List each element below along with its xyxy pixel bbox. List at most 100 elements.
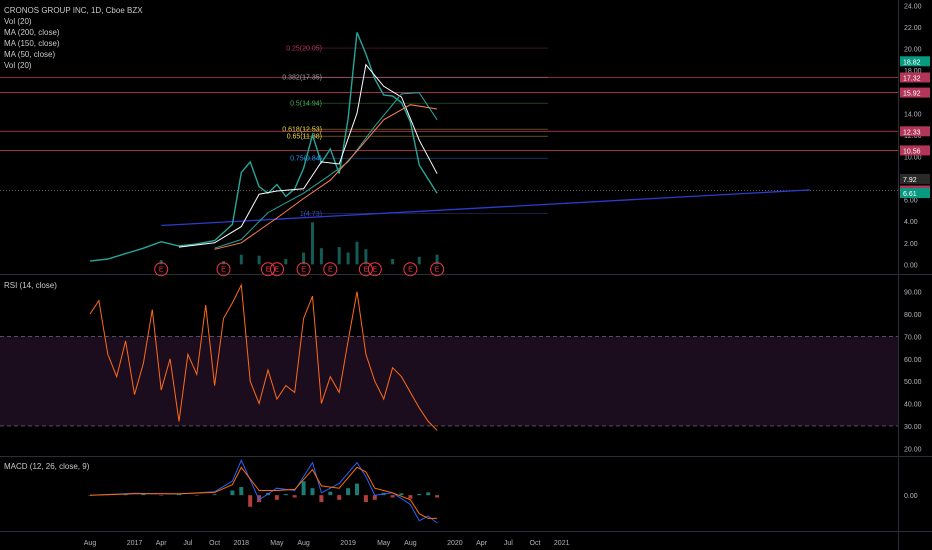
rsi-band	[0, 336, 898, 426]
earnings-marker-label: E	[435, 267, 440, 274]
macd-histogram-bar	[372, 495, 377, 500]
earnings-marker-label: E	[159, 267, 164, 274]
macd-histogram-bar	[177, 494, 181, 496]
volume-bar	[302, 252, 306, 265]
macd-histogram-bar	[292, 495, 297, 498]
macd-histogram-bar	[283, 494, 288, 496]
time-tick-label: Apr	[476, 540, 488, 547]
volume-bar	[364, 249, 368, 265]
earnings-marker-label: E	[275, 267, 280, 274]
price-axis-badge-label: 10.56	[903, 148, 921, 155]
macd-histogram-bar	[337, 495, 342, 500]
volume-bar	[159, 260, 163, 265]
macd-histogram-bar	[141, 494, 146, 496]
volume-bar	[319, 248, 323, 265]
earnings-marker-label: E	[221, 267, 226, 274]
price-axis-badge-label: 6.61	[903, 191, 917, 198]
price-tick-label: 0.00	[904, 262, 918, 269]
earnings-marker	[270, 262, 284, 277]
indicator-ma-200[interactable]: MA (200, close)	[4, 28, 60, 37]
rsi-tick-label: 30.00	[904, 424, 922, 431]
price-axis-badge	[900, 87, 930, 98]
macd-histogram-bar	[426, 492, 431, 496]
indicator-ma-150[interactable]: MA (150, close)	[4, 39, 60, 48]
price-tick-label: 10.00	[904, 154, 922, 161]
fib-level-label: 0.382(17.35)	[282, 75, 322, 82]
time-tick-label: Aug	[84, 540, 97, 547]
time-tick-label: 2020	[447, 540, 463, 547]
fib-level-label: 0.25(20.05)	[286, 46, 322, 53]
macd-histogram-bar	[390, 495, 395, 498]
price-series-line	[89, 32, 438, 262]
macd-histogram-bar	[346, 488, 351, 496]
volume-bar	[346, 252, 350, 265]
price-tick-label: 4.00	[904, 219, 918, 226]
earnings-marker-label: E	[364, 267, 369, 274]
rsi-tick-label: 70.00	[904, 334, 922, 341]
price-axis-badge	[900, 126, 930, 137]
earnings-marker	[323, 262, 338, 277]
time-tick-label: Oct	[530, 540, 541, 547]
time-tick-label: Jul	[183, 540, 192, 547]
time-tick-label: 2017	[127, 540, 143, 547]
rsi-tick-label: 60.00	[904, 357, 922, 364]
macd-histogram-bar	[88, 495, 92, 496]
indicator-vol-20[interactable]: Vol (20)	[4, 17, 32, 26]
volume-bar	[239, 254, 243, 265]
macd-line	[89, 459, 438, 524]
macd-signal-line	[89, 466, 438, 519]
rsi-tick-label: 50.00	[904, 379, 922, 386]
support-trendline	[161, 189, 811, 227]
rsi-line	[89, 283, 438, 431]
time-tick-label: Aug	[297, 540, 310, 547]
price-axis-badge-label: 12.33	[903, 129, 921, 136]
rsi-tick-label: 20.00	[904, 446, 922, 453]
volume-bar	[417, 256, 421, 265]
earnings-marker	[261, 262, 275, 277]
price-tick-label: 14.00	[904, 111, 922, 118]
volume-bar	[311, 222, 314, 265]
price-tick-label: 6.00	[904, 198, 918, 205]
macd-histogram-bar	[123, 494, 128, 496]
price-axis-badge-label: 17.32	[903, 75, 921, 82]
earnings-marker	[403, 262, 418, 277]
symbol-title[interactable]: CRONOS GROUP INC, 1D, Cboe BZX	[4, 6, 143, 15]
earnings-marker	[367, 262, 382, 277]
earnings-marker-label: E	[301, 267, 306, 274]
time-tick-label: May	[377, 540, 391, 547]
volume-bar	[391, 258, 395, 265]
price-tick-label: 2.00	[904, 241, 918, 248]
time-tick-label: 2021	[554, 540, 570, 547]
price-axis-badge	[900, 188, 930, 199]
indicator-ma-50[interactable]: MA (50, close)	[4, 50, 56, 59]
macd-histogram-bar	[399, 493, 404, 496]
price-tick-label: 18.00	[904, 68, 922, 75]
price-legend: CRONOS GROUP INC, 1D, Cboe BZX Vol (20) …	[4, 5, 143, 71]
volume-bar	[337, 247, 341, 265]
time-tick-label: Jul	[504, 540, 513, 547]
rsi-tick-label: 40.00	[904, 402, 922, 409]
volume-bar	[257, 255, 261, 265]
price-axis-badge	[900, 72, 930, 83]
earnings-marker	[154, 262, 169, 277]
price-axis-badge	[900, 173, 930, 184]
price-tick-label: 22.00	[904, 25, 922, 32]
macd-histogram-bar	[194, 495, 199, 496]
macd-tick-label: 0.00	[904, 493, 918, 500]
earnings-marker	[216, 262, 231, 277]
volume-bar	[284, 258, 288, 265]
macd-histogram-bar	[363, 495, 368, 503]
ma200-line	[214, 104, 438, 250]
macd-histogram-bar	[230, 490, 235, 496]
macd-histogram-bar	[274, 495, 279, 500]
price-tick-label: 20.00	[904, 47, 922, 54]
price-tick-label: 12.00	[904, 133, 922, 140]
macd-panel-title[interactable]: MACD (12, 26, close, 9)	[4, 462, 90, 471]
earnings-marker	[358, 262, 373, 277]
time-tick-label: Aug	[404, 540, 417, 547]
rsi-panel-title[interactable]: RSI (14, close)	[4, 281, 57, 290]
macd-histogram-bar	[435, 495, 440, 498]
earnings-marker-label: E	[266, 267, 271, 274]
indicator-vol-20-2[interactable]: Vol (20)	[4, 61, 32, 70]
